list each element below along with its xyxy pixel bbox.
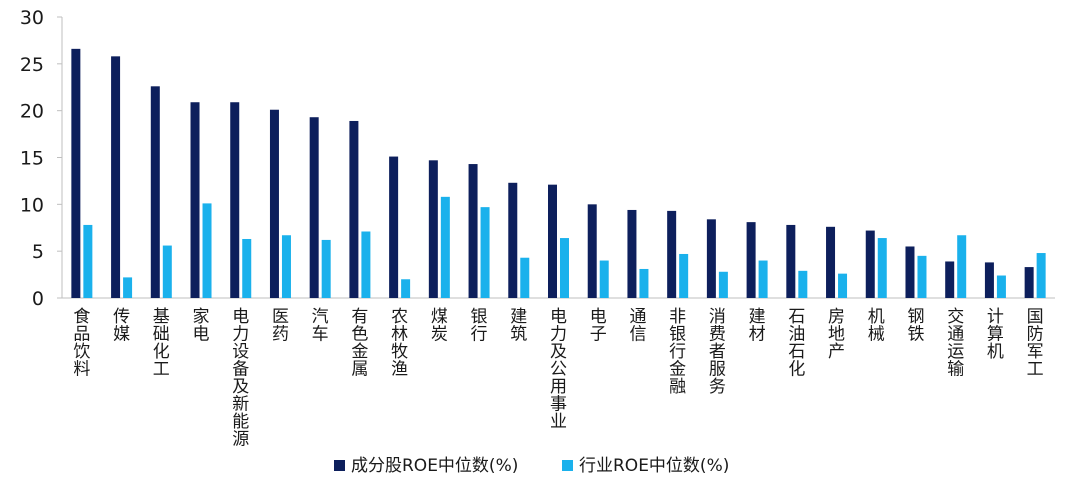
bar-industry (321, 239, 331, 298)
y-tick-label: 15 (20, 148, 44, 170)
bar-constituent (71, 48, 81, 299)
bar-industry (639, 268, 649, 298)
x-tick-label: 非银行金融 (669, 307, 686, 397)
bar-constituent (945, 261, 955, 298)
legend-label-constituent: 成分股ROE中位数(%) (351, 456, 518, 476)
bar-industry (520, 257, 530, 298)
bar-industry (123, 277, 133, 298)
bar-industry (401, 279, 411, 298)
bar-constituent (746, 222, 756, 298)
bar-industry (202, 203, 212, 298)
x-tick-label: 国防军工 (1027, 307, 1044, 380)
x-tick-label: 计算机 (987, 307, 1004, 362)
x-tick-label: 家电 (193, 307, 210, 345)
bar-industry (996, 275, 1006, 298)
x-tick-label: 银行 (471, 307, 488, 345)
bar-constituent (111, 56, 121, 299)
x-tick-label: 通信 (629, 307, 646, 345)
bar-constituent (587, 204, 597, 298)
bar-constituent (865, 230, 875, 298)
y-axis: 0 5 10 15 20 25 30 (20, 7, 1055, 310)
bars-group (71, 48, 1046, 299)
x-tick-label: 消费者服务 (709, 307, 726, 397)
legend-swatch-constituent (334, 460, 345, 471)
legend-swatch-industry (562, 460, 573, 471)
x-tick-label: 有色金属 (351, 307, 368, 380)
bar-industry (957, 235, 967, 298)
bar-industry (440, 196, 450, 298)
x-tick-label: 电力设备及新能源 (232, 307, 249, 450)
bar-industry (758, 260, 768, 298)
bar-industry (917, 255, 927, 298)
bar-industry (242, 238, 252, 298)
bar-constituent (905, 246, 915, 298)
bar-constituent (548, 184, 557, 298)
y-tick-label: 30 (20, 7, 44, 29)
bar-industry (599, 260, 609, 298)
x-tick-label: 医药 (272, 307, 289, 345)
bar-constituent (984, 262, 994, 298)
bar-constituent (1024, 267, 1034, 298)
bar-industry (83, 224, 93, 298)
x-tick-label: 农林牧渔 (391, 307, 408, 380)
bar-industry (281, 235, 291, 298)
x-tick-label: 基础化工 (153, 307, 170, 380)
x-tick-label: 食品饮料 (73, 307, 90, 380)
x-tick-label: 钢铁 (907, 307, 924, 345)
bar-industry (560, 238, 569, 298)
y-tick-label: 10 (20, 194, 44, 216)
bar-industry (798, 270, 808, 298)
x-tick-label: 传媒 (113, 307, 130, 345)
bar-industry (679, 253, 689, 298)
bar-constituent (508, 182, 518, 298)
bar-industry (480, 207, 490, 298)
x-tick-label: 电力及公用事业 (550, 307, 567, 432)
x-tick-label: 汽车 (312, 307, 329, 345)
bar-industry (162, 245, 172, 298)
bar-constituent (706, 219, 716, 298)
x-tick-label: 建筑 (510, 307, 527, 345)
y-tick-label: 5 (32, 241, 44, 263)
x-tick-label: 建材 (749, 307, 766, 345)
x-tick-label: 煤炭 (431, 307, 448, 345)
bar-constituent (230, 102, 240, 298)
bar-industry (1036, 253, 1046, 298)
x-tick-label: 房地产 (828, 307, 845, 362)
bar-constituent (190, 102, 200, 298)
bar-constituent (150, 86, 160, 299)
legend: 成分股ROE中位数(%) 行业ROE中位数(%) (334, 456, 729, 476)
bar-constituent (627, 209, 637, 298)
bar-constituent (269, 109, 279, 298)
x-tick-label: 交通运输 (947, 307, 964, 380)
bar-constituent (826, 226, 836, 298)
x-tick-label: 电子 (590, 307, 607, 345)
bar-constituent (309, 117, 319, 299)
y-tick-label: 25 (20, 54, 44, 76)
bar-industry (838, 273, 848, 298)
bar-industry (877, 238, 887, 298)
bar-constituent (468, 164, 478, 298)
y-tick-label: 20 (20, 101, 44, 123)
bar-constituent (786, 224, 796, 298)
bar-industry (718, 271, 728, 298)
legend-label-industry: 行业ROE中位数(%) (579, 456, 729, 476)
bar-constituent (389, 156, 399, 298)
y-tick-label: 0 (32, 288, 44, 310)
bar-constituent (667, 210, 677, 298)
bar-constituent (349, 120, 359, 298)
bar-constituent (428, 160, 438, 298)
bar-industry (361, 231, 371, 298)
x-tick-label: 机械 (868, 307, 885, 345)
x-tick-label: 石油石化 (788, 307, 805, 380)
